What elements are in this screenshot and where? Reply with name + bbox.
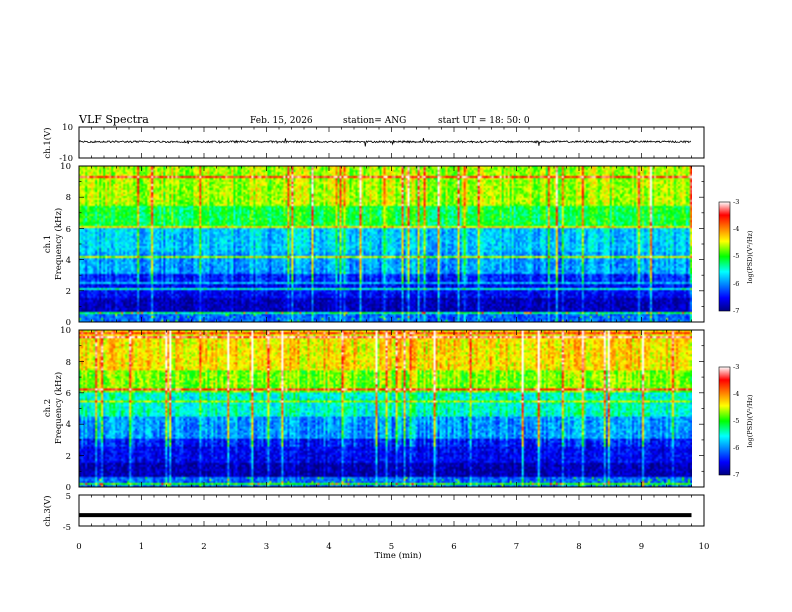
ch2-spec-ytick-6: 6 [66, 389, 71, 399]
xtick-6: 6 [451, 542, 456, 552]
ch1-colorbar [718, 201, 731, 312]
xtick-8: 8 [576, 542, 581, 552]
station-label: station= ANG [343, 116, 406, 126]
ch1-cb-tick-m4: -4 [733, 225, 739, 233]
ch2-spec-ytick-8: 8 [66, 358, 71, 368]
ch2-cb-tick-m6: -6 [733, 444, 739, 452]
axis-ticks [78, 127, 705, 526]
ch2-spec-ytick-0: 0 [66, 483, 71, 493]
ch1-cb-tick-m7: -7 [733, 307, 739, 315]
xtick-2: 2 [201, 542, 206, 552]
ch1-colorbar-label: log(PSD)(V²/Hz) [746, 230, 754, 283]
xtick-10: 10 [699, 542, 710, 552]
ch2-cb-tick-m5: -5 [733, 417, 739, 425]
ch1-spec-ytick-0: 0 [66, 318, 71, 328]
ch2-colorbar [718, 366, 731, 476]
ch1-spec-ytick-2: 2 [66, 287, 71, 297]
ch2-spec-ytick-4: 4 [66, 420, 71, 430]
ch1-spec-yticks: 0 2 4 6 8 10 [60, 162, 71, 328]
ch1-spectrogram-image [79, 166, 692, 322]
ch1-cb-tick-m3: -3 [733, 198, 739, 206]
ch3-ylabel: ch.3(V) [42, 495, 53, 526]
ch2-cb-tick-m4: -4 [733, 390, 739, 398]
x-axis: 0 1 2 3 4 5 6 7 8 9 10 Time (min) [76, 542, 709, 561]
ch1-spec-ytick-8: 8 [66, 193, 71, 203]
ch2-spectrogram-panel: 0 2 4 6 8 10 ch.2 Frequency (kHz) -3 -4 … [43, 326, 754, 493]
ch2-spec-yticks: 0 2 4 6 8 10 [60, 326, 71, 493]
ch1-waveform-panel: 10 -10 ch.1(V) [42, 123, 705, 164]
ch1-waveform-line [78, 138, 692, 147]
ch3-ytick-bottom: -5 [63, 523, 71, 533]
ch2-spec-ytick-10: 10 [60, 326, 71, 336]
date-label: Feb. 15, 2026 [250, 116, 313, 126]
figure-title: VLF Spectra [78, 113, 149, 126]
ch1-ytick-top: 10 [62, 123, 73, 133]
ch1-spectrogram-panel: 0 2 4 6 8 10 ch.1 Frequency (kHz) -3 -4 … [43, 162, 754, 328]
ch1-spec-ylabel-line1: ch.1 [43, 235, 53, 253]
xtick-7: 7 [514, 542, 519, 552]
ch1-spec-ytick-6: 6 [66, 225, 71, 235]
ch2-cb-tick-m7: -7 [733, 471, 739, 479]
ch1-spec-ylabel-line2: Frequency (kHz) [53, 208, 64, 280]
ch1-cb-tick-m5: -5 [733, 252, 739, 260]
xtick-1: 1 [139, 542, 144, 552]
ch1-ylabel: ch.1(V) [42, 127, 53, 158]
xtick-4: 4 [326, 542, 331, 552]
xtick-5: 5 [389, 542, 394, 552]
xtick-0: 0 [76, 542, 81, 552]
ch2-cb-tick-m3: -3 [733, 363, 739, 371]
ch2-spec-ytick-2: 2 [66, 452, 71, 462]
ch2-spec-ylabel-line2: Frequency (kHz) [53, 372, 64, 444]
xtick-3: 3 [264, 542, 269, 552]
ch1-spec-ytick-10: 10 [60, 162, 71, 172]
ch1-spec-ytick-4: 4 [66, 256, 71, 266]
ch2-spectrogram-image [79, 330, 692, 487]
x-axis-label: Time (min) [374, 550, 421, 561]
ch1-cb-tick-m6: -6 [733, 280, 739, 288]
ch3-ytick-top: 5 [66, 492, 71, 502]
ch1-ytick-bottom: -10 [59, 154, 73, 164]
start-ut-label: start UT = 18: 50: 0 [438, 116, 530, 126]
ch2-colorbar-label: log(PSD)(V²/Hz) [746, 394, 754, 447]
xtick-9: 9 [639, 542, 644, 552]
ch2-spec-ylabel-line1: ch.2 [43, 399, 53, 417]
